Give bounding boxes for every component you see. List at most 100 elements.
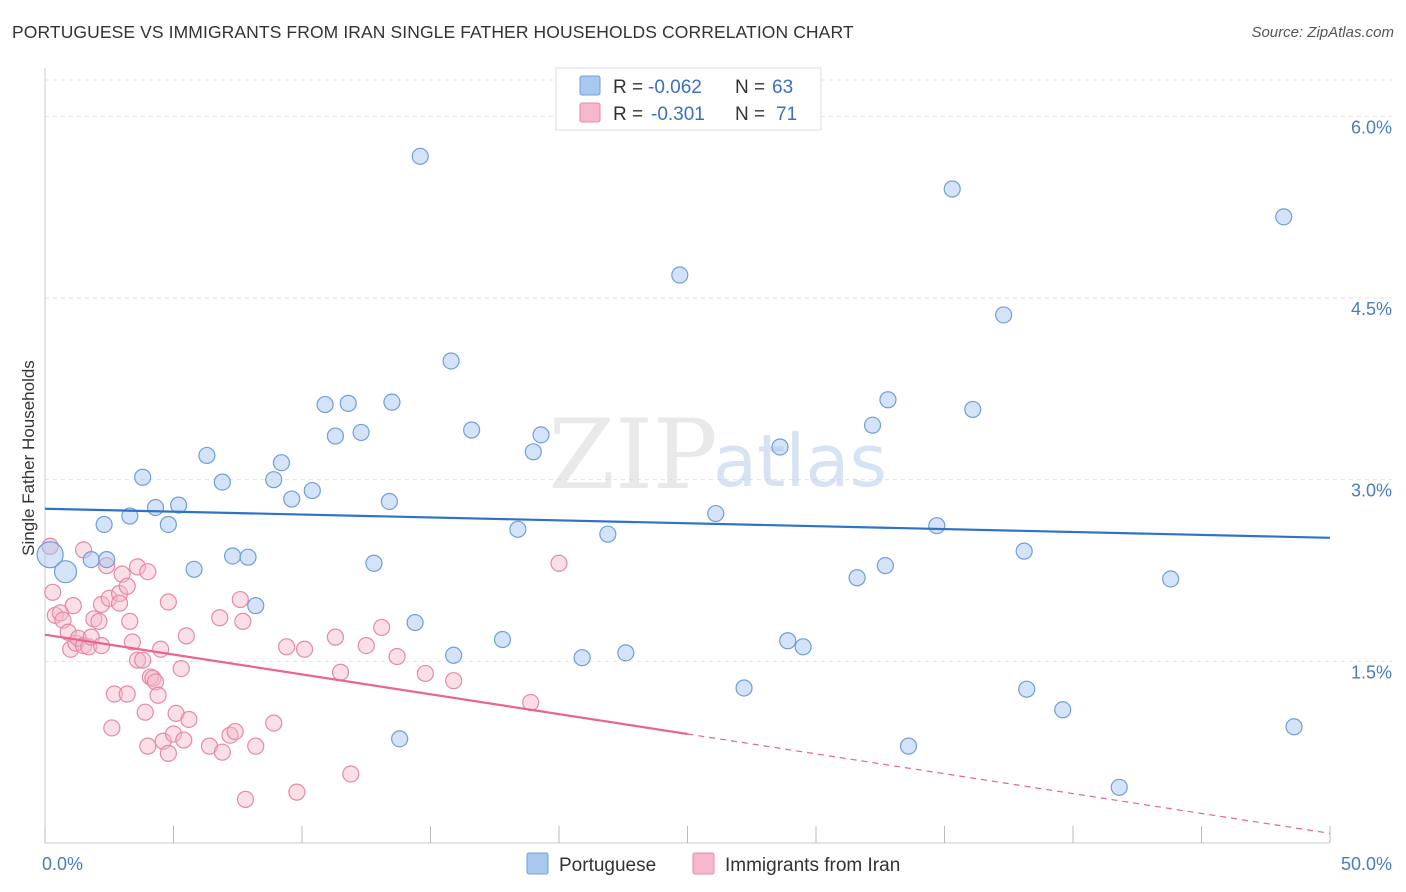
portuguese-point [735,679,753,697]
portuguese-point [170,496,188,514]
iran-point [180,710,198,729]
legend-n-label-2: N = [735,104,765,125]
portuguese-point [463,421,481,439]
x-tick-label-1: 50.0% [1341,854,1392,874]
portuguese-point [239,548,257,566]
bottom-legend-swatch-portuguese [526,852,549,875]
iran-point [231,590,249,609]
portuguese-point [848,569,866,587]
portuguese-point [599,525,617,543]
iran-point [211,609,229,627]
portuguese-point [532,426,550,444]
iran-point [146,673,165,691]
portuguese-point [198,446,216,465]
iran-point [172,659,190,678]
y-tick-labels: 1.5% 3.0% 4.5% 6.0% [1351,117,1392,682]
portuguese-point [1015,542,1033,560]
iran-point [118,577,136,595]
watermark: ZIP atlas [548,399,887,511]
iran-point [445,672,463,690]
iran-point [139,563,157,581]
portuguese-point [185,560,203,578]
iran-point [92,636,111,655]
portuguese-point [445,646,463,664]
iran-point [277,638,296,656]
portuguese-point [383,393,401,411]
portuguese-point [36,541,64,569]
portuguese-point [509,520,527,538]
iran-point [177,627,195,645]
axes [44,68,1331,844]
portuguese-point [213,473,231,491]
y-tick-label-0: 1.5% [1351,662,1392,682]
iran-point [103,719,121,737]
iran-point [64,597,82,615]
portuguese-point [1275,208,1293,226]
series-iran-points [41,537,568,809]
iran-point [128,558,147,576]
iran-point [295,640,314,658]
x-tick-label-0: 0.0% [42,854,83,874]
iran-point [134,651,152,669]
iran-point [326,628,345,646]
portuguese-point [303,481,321,500]
iran-trend-line [44,633,688,736]
iran-point [100,589,118,607]
portuguese-point [380,492,398,511]
legend-r-label-1: R = [613,77,643,98]
watermark-atlas: atlas [713,419,887,503]
portuguese-point [863,416,882,434]
iran-point [152,640,170,658]
legend-r-value-1: -0.062 [648,77,702,98]
portuguese-point [707,504,725,523]
iran-point [123,633,141,651]
iran-point [159,744,177,762]
legend-swatch-portuguese [579,75,601,96]
portuguese-point [1110,778,1128,796]
bottom-legend-portuguese: Portuguese [559,855,656,876]
bottom-legend: Portuguese Immigrants from Iran [526,852,900,876]
iran-point [342,765,360,783]
legend-n-value-1: 63 [772,77,793,98]
portuguese-point [265,471,283,489]
portuguese-point [779,632,797,650]
portuguese-point [134,468,152,486]
iran-point [128,651,147,669]
iran-point [416,664,434,683]
y-tick-label-2: 4.5% [1351,299,1392,319]
trend-lines [44,507,1331,834]
portuguese-point [411,147,429,165]
legend: R = -0.062 N = 63 R = -0.301 N = 71 [555,67,822,131]
portuguese-trend-line [44,507,1331,539]
iran-point [121,612,139,630]
iran-point [213,743,231,761]
y-tick-label-3: 6.0% [1351,117,1392,137]
iran-point [357,636,375,655]
portuguese-point [1162,570,1180,588]
iran-point [175,731,193,749]
portuguese-point [406,613,424,632]
grid-lines [45,79,1392,662]
x-tick-labels: 0.0% 50.0% [42,854,1392,874]
iran-point [226,722,244,741]
iran-point [118,685,136,703]
portuguese-point [442,352,460,370]
portuguese-point [1018,680,1036,698]
portuguese-point [283,490,301,508]
portuguese-point [352,423,370,442]
portuguese-point [524,443,542,461]
legend-n-label-1: N = [735,77,765,98]
portuguese-point [272,454,291,472]
portuguese-point [159,515,177,534]
iran-point [373,618,391,637]
portuguese-point [224,547,242,565]
iran-point [550,554,568,572]
bottom-legend-iran: Immigrants from Iran [725,855,900,876]
portuguese-point [876,557,894,575]
portuguese-point [95,515,113,534]
iran-point [265,714,283,732]
source-label: Source: ZipAtlas.com [1251,24,1394,41]
bottom-legend-swatch-iran [692,852,715,875]
legend-n-value-2: 71 [776,104,797,125]
